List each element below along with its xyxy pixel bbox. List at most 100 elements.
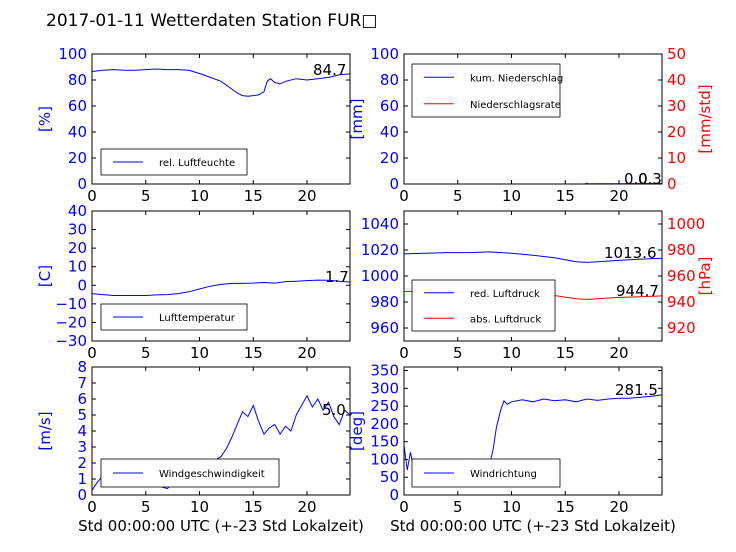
x-tick-label-humidity-4: 20 (297, 187, 316, 205)
y-tick-label-windspeed-1: 1 (77, 470, 87, 488)
y-tick-label-precipitation-5: 100 (370, 45, 399, 63)
figure-title: 2017-01-11 Wetterdaten Station FUR□ (46, 11, 377, 31)
y-tick-label-winddirection-0: 0 (389, 486, 399, 504)
y-tick-label-winddirection-1: 50 (380, 468, 399, 486)
series-line-temperature-0 (92, 279, 350, 296)
y-tick-label-precipitation-2: 40 (380, 123, 399, 141)
x-tick-label-temperature-4: 20 (297, 344, 316, 362)
value-annotation-precipitation-1: 0.3 (638, 170, 662, 188)
legend-label-winddirection-0: Windrichtung (470, 469, 537, 480)
value-annotation-precipitation-0: 0.0 (624, 170, 648, 188)
panel-precipitation: 0 5 10 15 20 0 20 40 60 80 100 0 10 20 30 40 50 [mm] [mm/s… (348, 45, 714, 205)
legend-temperature: Lufttemperatur (100, 303, 248, 331)
y-tick-label-windspeed-0: 0 (77, 486, 87, 504)
y-tick-label-windspeed-8: 8 (77, 358, 87, 376)
y2-tick-label-precipitation-4: 40 (667, 71, 686, 89)
y-tick-label-windspeed-7: 7 (77, 374, 87, 392)
x-tick-label-precipitation-1: 5 (453, 187, 463, 205)
y-tick-label-winddirection-7: 350 (370, 362, 399, 380)
y-tick-label-humidity-3: 60 (68, 97, 87, 115)
plot-frame-winddirection (403, 366, 663, 496)
y-axis-label-precipitation: [mm] (348, 99, 366, 140)
x-tick-label-pressure-4: 20 (609, 344, 628, 362)
y-tick-label-precipitation-4: 80 (380, 71, 399, 89)
x-tick-label-windspeed-2: 10 (190, 498, 209, 516)
x-tick-label-precipitation-4: 20 (609, 187, 628, 205)
y-axis-label-temperature: [C] (36, 265, 54, 287)
x-tick-label-windspeed-4: 20 (297, 498, 316, 516)
x-tick-label-windspeed-0: 0 (87, 498, 97, 516)
legend-label-pressure-0: red. Luftdruck (470, 289, 540, 300)
legend-box-pressure (411, 279, 556, 332)
y-tick-label-precipitation-1: 20 (380, 149, 399, 167)
y-tick-label-temperature-6: 30 (68, 221, 87, 239)
y-tick-label-windspeed-5: 5 (77, 406, 87, 424)
y2-axis-label-pressure: [hPa] (696, 257, 714, 296)
y-tick-label-humidity-1: 20 (68, 149, 87, 167)
y-tick-label-pressure-0: 960 (370, 319, 399, 337)
plot-frame-temperature (91, 210, 351, 342)
x-tick-label-temperature-0: 0 (87, 344, 97, 362)
legend-label-precipitation-0: kum. Niederschlag (470, 73, 563, 84)
legend-label-precipitation-1: Niederschlagsrate (470, 100, 561, 111)
y2-tick-label-pressure-4: 1000 (667, 215, 705, 233)
x-tick-label-windspeed-3: 15 (244, 498, 263, 516)
x-tick-label-humidity-2: 10 (190, 187, 209, 205)
x-tick-label-pressure-0: 0 (399, 344, 409, 362)
y-tick-label-precipitation-0: 0 (389, 175, 399, 193)
y-tick-label-winddirection-4: 200 (370, 415, 399, 433)
x-tick-label-precipitation-2: 10 (502, 187, 521, 205)
x-tick-label-winddirection-1: 5 (453, 498, 463, 516)
y-axis-label-humidity: [%] (36, 106, 54, 132)
panel-humidity: 0 5 10 15 20 0 20 40 60 80 100 [%] rel. Luftfeuchte 8… (36, 45, 351, 205)
x-tick-label-precipitation-0: 0 (399, 187, 409, 205)
y-tick-label-pressure-4: 1040 (361, 215, 399, 233)
y-tick-label-winddirection-2: 100 (370, 450, 399, 468)
legend-humidity: rel. Luftfeuchte (100, 148, 248, 176)
x-tick-label-windspeed-1: 5 (141, 498, 151, 516)
x-tick-label-temperature-1: 5 (141, 344, 151, 362)
y-tick-label-windspeed-3: 3 (77, 438, 87, 456)
legend-label-pressure-1: abs. Luftdruck (470, 314, 541, 325)
x-tick-label-humidity-1: 5 (141, 187, 151, 205)
series-line-pressure-0 (404, 251, 662, 263)
y-tick-label-windspeed-6: 6 (77, 390, 87, 408)
x-tick-label-pressure-2: 10 (502, 344, 521, 362)
series-line-humidity-0 (92, 68, 350, 97)
y-tick-label-humidity-5: 100 (58, 45, 87, 63)
x-tick-label-precipitation-3: 15 (556, 187, 575, 205)
legend-winddirection: Windrichtung (411, 458, 561, 488)
y-axis-label-windspeed: [m/s] (36, 411, 54, 450)
y-tick-label-pressure-2: 1000 (361, 267, 399, 285)
panel-pressure: 0 5 10 15 20 960 980 1000 1020 1040 920 940 960 980 10… (361, 210, 714, 362)
y2-tick-label-pressure-0: 920 (667, 319, 696, 337)
y2-tick-label-precipitation-0: 0 (667, 175, 677, 193)
value-annotation-pressure-0: 1013.6 (604, 244, 657, 262)
y-axis-label-winddirection: [deg] (348, 411, 366, 451)
y-tick-label-humidity-2: 40 (68, 123, 87, 141)
y-tick-label-pressure-3: 1020 (361, 241, 399, 259)
y-tick-label-pressure-1: 980 (370, 293, 399, 311)
y2-axis-label-precipitation: [mm/std] (696, 84, 714, 153)
y-tick-label-temperature-4: 10 (68, 258, 87, 276)
x-tick-label-pressure-1: 5 (453, 344, 463, 362)
legend-pressure: red. Luftdruck abs. Luftdruck (411, 279, 556, 332)
x-axis-label-winddirection: Std 00:00:00 UTC (+-23 Std Lokalzeit) (390, 517, 676, 535)
y-tick-label-humidity-0: 0 (77, 175, 87, 193)
y2-tick-label-precipitation-1: 10 (667, 149, 686, 167)
y-tick-label-temperature-7: 40 (68, 202, 87, 220)
y-tick-label-winddirection-5: 250 (370, 397, 399, 415)
y2-tick-label-pressure-2: 960 (667, 267, 696, 285)
value-annotation-temperature-0: 1.7 (325, 268, 349, 286)
y-tick-label-winddirection-6: 300 (370, 379, 399, 397)
value-annotation-windspeed-0: 5.0 (322, 401, 346, 419)
y-tick-label-temperature-5: 20 (68, 239, 87, 257)
legend-label-windspeed-0: Windgeschwindigkeit (159, 469, 265, 480)
y-tick-label-windspeed-2: 2 (77, 454, 87, 472)
y2-tick-label-precipitation-5: 50 (667, 45, 686, 63)
x-tick-label-temperature-3: 15 (244, 344, 263, 362)
